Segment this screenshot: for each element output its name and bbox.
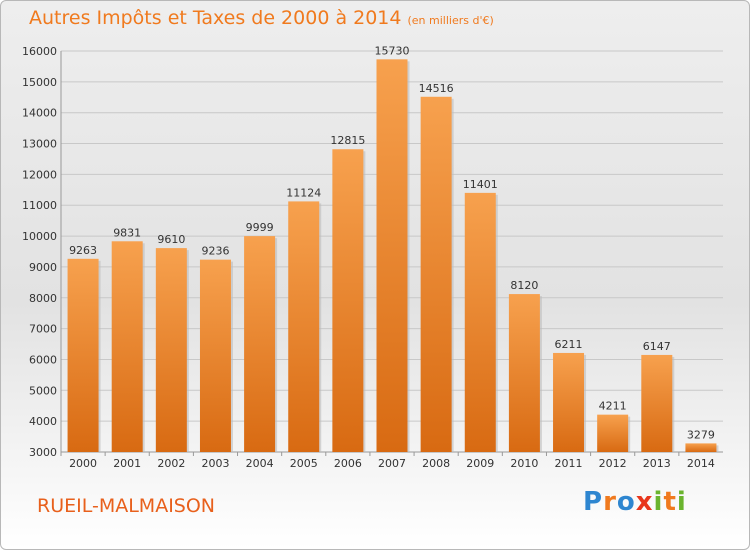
bar-2004 [244,236,276,452]
value-label-2011: 6211 [555,338,583,351]
chart-title: Autres Impôts et Taxes de 2000 à 2014 (en… [29,7,494,29]
x-tick-label-2003: 2003 [201,457,229,470]
logo-letter: t [663,487,677,517]
chart-unit-label: (en milliers d'€) [407,14,494,27]
bar-2000 [67,258,99,452]
x-tick-label-2012: 2012 [599,457,627,470]
y-tick-label: 15000 [22,76,57,89]
x-tick-label-2001: 2001 [113,457,141,470]
x-tick-label-2014: 2014 [687,457,715,470]
x-tick-label-2010: 2010 [510,457,538,470]
x-tick-label-2005: 2005 [290,457,318,470]
logo-letter: i [653,487,664,517]
y-tick-label: 13000 [22,138,57,151]
value-label-2010: 8120 [510,279,538,292]
bar-2007 [376,59,408,452]
y-tick-label: 11000 [22,199,57,212]
bar-2005 [288,201,320,452]
chart-title-text: Autres Impôts et Taxes de 2000 à 2014 [29,7,402,29]
value-label-2006: 12815 [330,134,365,147]
y-tick-label: 5000 [29,384,57,397]
value-label-2007: 15730 [375,44,410,57]
y-tick-label: 6000 [29,353,57,366]
x-tick-label-2007: 2007 [378,457,406,470]
logo-letter: i [676,487,687,517]
x-tick-label-2004: 2004 [246,457,274,470]
proxiti-logo[interactable]: Proxiti [583,487,687,517]
bar-2014 [685,443,717,452]
bar-2010 [508,294,540,452]
logo-letter: r [603,487,617,517]
x-tick-label-2006: 2006 [334,457,362,470]
bar-2002 [155,248,187,452]
y-tick-label: 14000 [22,107,57,120]
axes: 3000 4000 5000 6000 7000 8000 9000 10000 11000 12… [22,45,723,470]
y-tick-label: 3000 [29,446,57,459]
logo-letter: o [616,487,636,517]
bar-2013 [641,354,673,452]
x-tick-label-2011: 2011 [555,457,583,470]
y-tick-label: 10000 [22,230,57,243]
value-label-2008: 14516 [419,82,454,95]
x-tick-label-2000: 2000 [69,457,97,470]
value-label-2012: 4211 [599,400,627,413]
y-tick-label: 4000 [29,415,57,428]
value-label-2013: 6147 [643,340,671,353]
y-tick-label: 12000 [22,168,57,181]
x-tick-label-2002: 2002 [157,457,185,470]
y-tick-label: 9000 [29,261,57,274]
y-tick-label: 16000 [22,45,57,58]
city-name: RUEIL-MALMAISON [37,495,216,517]
value-label-2014: 3279 [687,428,715,441]
bar-2003 [199,259,231,452]
y-tick-label: 8000 [29,292,57,305]
value-label-2001: 9831 [113,226,141,239]
bar-2008 [420,96,452,452]
bar-2011 [553,352,585,452]
data-labels: 9263 9831 9610 9236 9999 11124 12815 15730 14516… [69,44,715,441]
logo-letter: x [635,487,654,517]
value-label-2002: 9610 [157,233,185,246]
bar-2001 [111,241,143,452]
value-label-2009: 11401 [463,178,498,191]
bar-2012 [597,414,629,452]
value-label-2000: 9263 [69,244,97,257]
x-tick-label-2009: 2009 [466,457,494,470]
bars [67,59,719,453]
value-label-2004: 9999 [246,221,274,234]
y-tick-label: 7000 [29,323,57,336]
bar-2006 [332,149,364,452]
x-tick-label-2013: 2013 [643,457,671,470]
value-label-2005: 11124 [286,186,321,199]
logo-letter: P [583,487,604,517]
x-tick-label-2008: 2008 [422,457,450,470]
value-label-2003: 9236 [201,245,229,258]
bar-2009 [464,192,496,453]
